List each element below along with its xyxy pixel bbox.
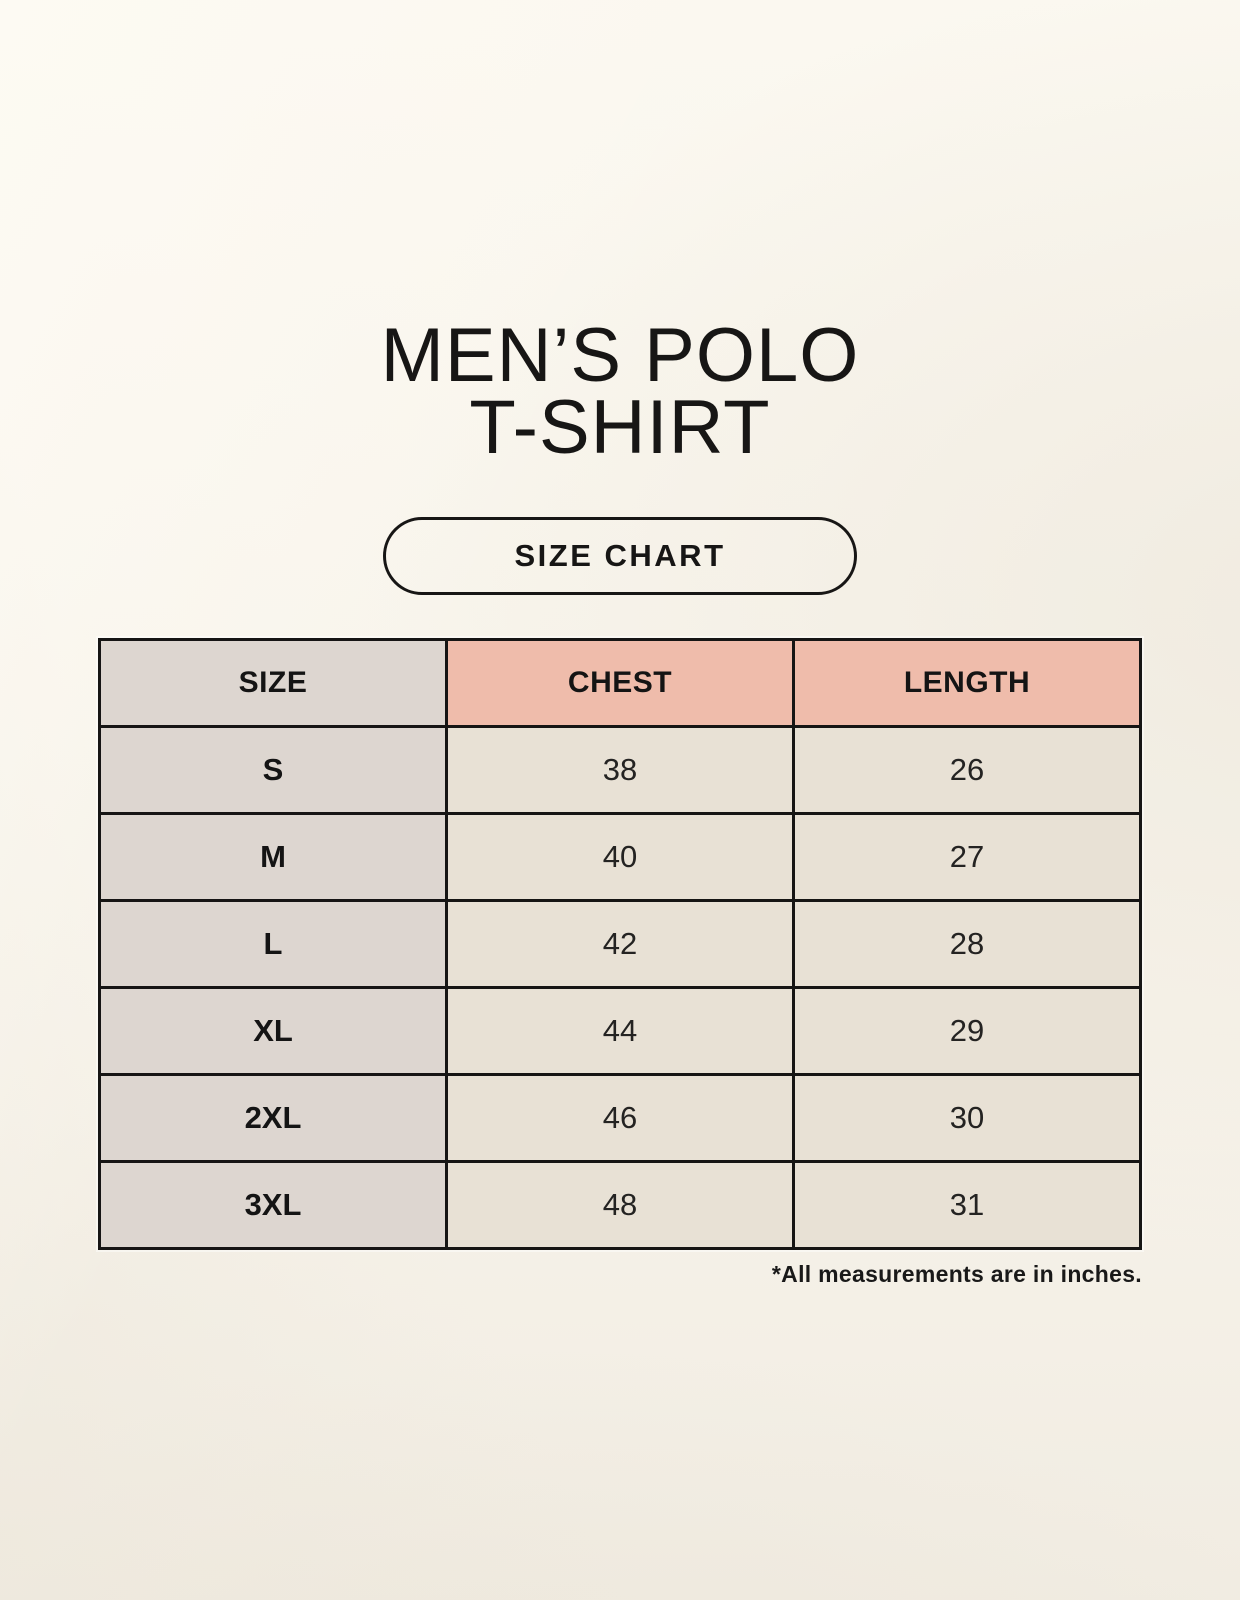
length-cell: 27 <box>792 812 1142 902</box>
table-row: S 38 26 <box>98 725 1142 815</box>
column-header-size: SIZE <box>98 638 448 728</box>
size-cell: XL <box>98 986 448 1076</box>
chest-cell: 38 <box>445 725 795 815</box>
size-cell: 2XL <box>98 1073 448 1163</box>
size-cell: M <box>98 812 448 902</box>
length-cell: 29 <box>792 986 1142 1076</box>
size-cell: L <box>98 899 448 989</box>
page-title-line-1: MEN’S POLO <box>380 313 860 398</box>
chest-cell: 48 <box>445 1160 795 1250</box>
table-row: XL 44 29 <box>98 986 1142 1076</box>
length-cell: 31 <box>792 1160 1142 1250</box>
chest-cell: 40 <box>445 812 795 902</box>
size-cell: 3XL <box>98 1160 448 1250</box>
footnote-container: *All measurements are in inches. <box>98 1261 1142 1288</box>
table-header-row: SIZE CHEST LENGTH <box>98 638 1142 728</box>
length-cell: 30 <box>792 1073 1142 1163</box>
size-chart-table: SIZE CHEST LENGTH S 38 26 M 40 27 L 42 2… <box>98 638 1142 1250</box>
chest-cell: 44 <box>445 986 795 1076</box>
page-title: MEN’S POLO T-SHIRT <box>0 313 1240 470</box>
table-row: 2XL 46 30 <box>98 1073 1142 1163</box>
size-cell: S <box>98 725 448 815</box>
column-header-length: LENGTH <box>792 638 1142 728</box>
length-cell: 26 <box>792 725 1142 815</box>
size-chart-badge-label: SIZE CHART <box>514 538 726 573</box>
size-chart-badge[interactable]: SIZE CHART <box>383 517 857 595</box>
chest-cell: 46 <box>445 1073 795 1163</box>
chest-cell: 42 <box>445 899 795 989</box>
column-header-chest: CHEST <box>445 638 795 728</box>
length-cell: 28 <box>792 899 1142 989</box>
page-title-line-2: T-SHIRT <box>469 385 771 470</box>
table-row: 3XL 48 31 <box>98 1160 1142 1250</box>
table-row: L 42 28 <box>98 899 1142 989</box>
table-row: M 40 27 <box>98 812 1142 902</box>
measurements-footnote: *All measurements are in inches. <box>771 1261 1142 1287</box>
